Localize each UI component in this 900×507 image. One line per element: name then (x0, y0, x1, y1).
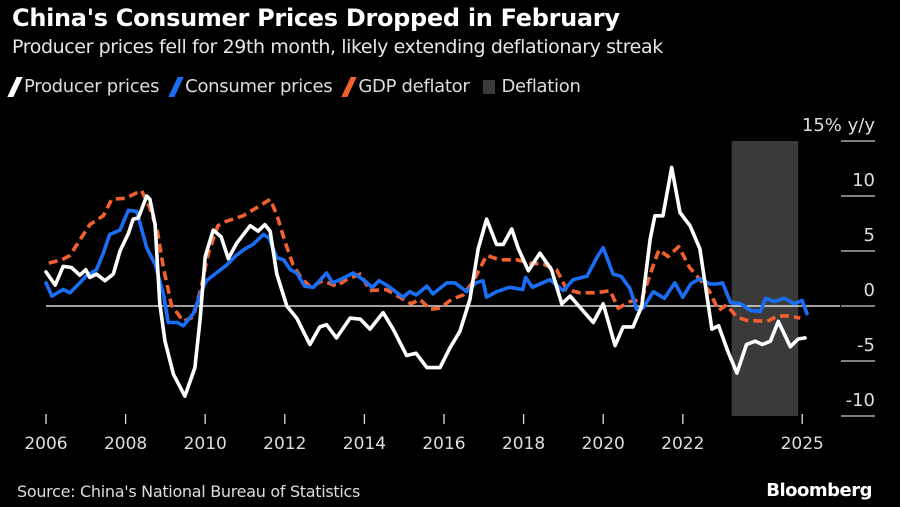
source-note: Source: China's National Bureau of Stati… (17, 482, 361, 501)
legend-item-producer-prices: Producer prices (7, 76, 160, 97)
legend-label: Consumer prices (185, 76, 333, 97)
legend-label: Producer prices (24, 76, 160, 97)
series-line-consumer-prices (44, 208, 809, 328)
legend-item-consumer-prices: Consumer prices (168, 76, 333, 97)
series-line-producer-prices (44, 165, 807, 398)
x-tick-label: 2025 (781, 434, 824, 454)
x-tick-label: 2018 (502, 434, 545, 454)
x-tick-label: 2006 (24, 434, 67, 454)
bloomberg-logo: Bloomberg (766, 480, 872, 501)
legend-item-deflation: Deflation (483, 76, 581, 97)
y-tick-label: 0 (864, 280, 875, 301)
x-tick-label: 2022 (661, 434, 704, 454)
legend-label: Deflation (501, 76, 581, 97)
y-tick-label: -5 (857, 335, 875, 356)
chart-subtitle: Producer prices fell for 29th month, lik… (12, 36, 663, 58)
x-tick-label: 2012 (263, 434, 306, 454)
legend-swatch-deflation-icon (483, 79, 496, 94)
x-tick-label: 2010 (184, 434, 227, 454)
x-tick-label: 2008 (104, 434, 147, 454)
series-line-gdp-deflator (48, 188, 801, 324)
y-tick-label: 15% y/y (802, 115, 875, 136)
legend: Producer prices Consumer prices GDP defl… (7, 76, 581, 97)
x-tick-label: 2014 (343, 434, 386, 454)
legend-item-gdp-deflator: GDP deflator (341, 76, 470, 97)
y-tick-label: 10 (852, 170, 875, 191)
legend-label: GDP deflator (358, 76, 470, 97)
chart-title: China's Consumer Prices Dropped in Febru… (12, 4, 620, 32)
x-tick-label: 2016 (422, 434, 465, 454)
y-tick-label: 5 (864, 225, 875, 246)
x-tick-label: 2020 (582, 434, 625, 454)
deflation-band (731, 141, 799, 416)
y-tick-label: -10 (846, 390, 875, 411)
